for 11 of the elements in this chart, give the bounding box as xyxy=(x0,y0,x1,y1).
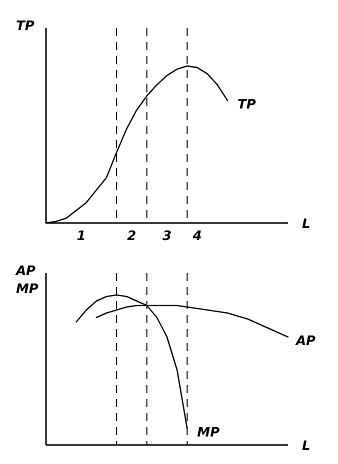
series-label: MP xyxy=(197,426,220,440)
x-axis-title: L xyxy=(302,217,310,232)
text: 4 xyxy=(192,229,202,244)
y-axis-title: AP MP xyxy=(15,264,39,297)
series-label: AP xyxy=(295,334,316,349)
x-axis-title: L xyxy=(302,439,310,454)
text: 3 xyxy=(162,229,172,244)
y-axis-title: TP xyxy=(16,19,35,34)
text: 2 xyxy=(127,229,136,244)
series-label: TP xyxy=(238,98,256,113)
text: 1 xyxy=(76,229,86,244)
